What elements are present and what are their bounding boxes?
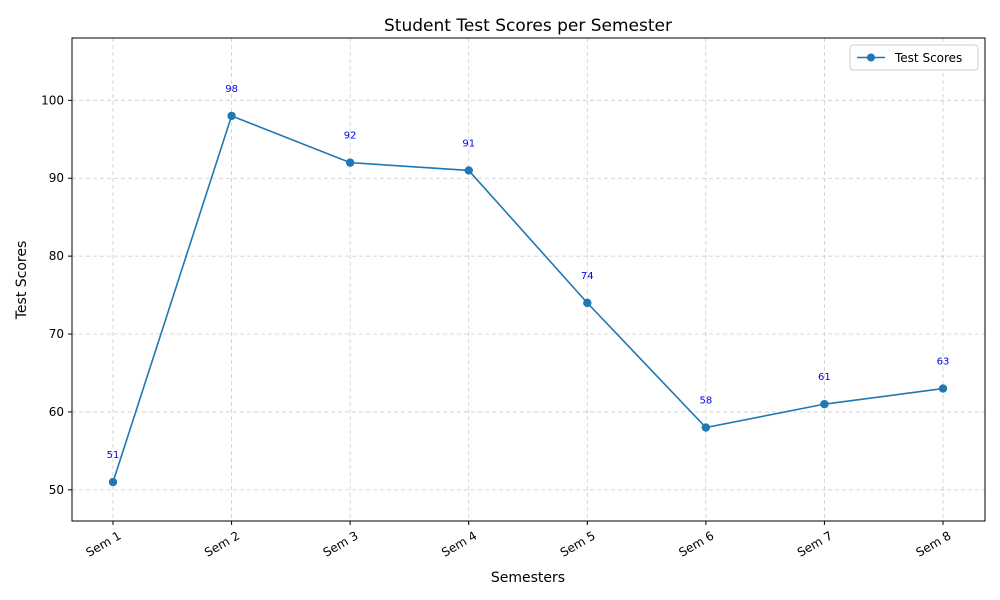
data-point (464, 166, 473, 175)
data-label: 58 (699, 396, 712, 407)
legend-marker (867, 53, 875, 62)
y-tick-label: 60 (49, 405, 64, 419)
legend: Test Scores (849, 44, 979, 71)
chart-title: Student Test Scores per Semester (384, 16, 672, 36)
y-tick-label: 80 (49, 249, 64, 263)
y-tick-label: 100 (41, 93, 64, 107)
data-point (345, 158, 355, 167)
legend-entry-test-scores: Test Scores (894, 51, 962, 65)
data-point (227, 111, 236, 121)
data-point (108, 477, 118, 487)
data-label: 63 (937, 357, 950, 368)
data-label: 91 (462, 138, 475, 149)
data-label: 51 (107, 450, 120, 461)
data-label: 61 (818, 372, 831, 383)
x-axis-label: Semesters (491, 570, 565, 586)
data-point (701, 423, 711, 432)
data-point (583, 298, 592, 308)
y-tick-label: 50 (49, 483, 64, 497)
data-labels: 51 98 92 91 74 58 61 63 (107, 84, 950, 461)
data-points (108, 111, 948, 487)
data-point (938, 384, 948, 393)
data-label: 74 (581, 271, 594, 282)
y-tick-label: 70 (49, 327, 64, 341)
y-axis-label: Test Scores (14, 241, 30, 321)
series-line-test-scores (112, 114, 944, 483)
data-point (820, 399, 829, 409)
plot-frame (71, 37, 986, 522)
y-tick-label: 90 (49, 171, 64, 185)
data-label: 98 (225, 84, 238, 95)
y-axis-ticks: 50 60 70 80 90 100 (41, 93, 72, 497)
legend-box (849, 44, 979, 71)
data-label: 92 (344, 131, 357, 142)
grid (72, 38, 985, 521)
